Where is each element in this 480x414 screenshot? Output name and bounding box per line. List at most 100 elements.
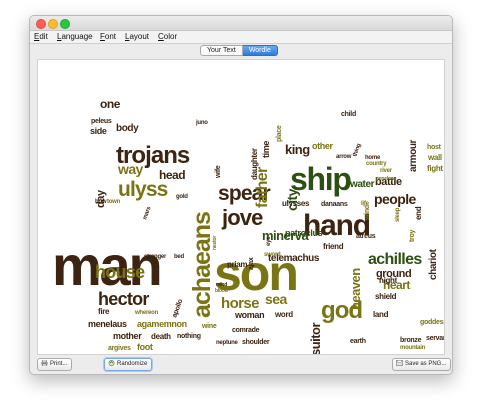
word-mother: mother [113,331,142,341]
word-daughter: daughter [250,148,259,180]
word-water: water [349,179,375,190]
word-foot: foot [137,342,153,352]
word-heart: heart [383,278,410,292]
word-word: word [274,310,293,319]
word-ulyss: ulyss [118,178,168,201]
zoom-window-button[interactable] [60,19,70,29]
word-stranger: stranger [144,254,167,260]
word-eye: eye [266,236,272,246]
minimize-window-button[interactable] [48,19,58,29]
word-body: body [116,123,139,134]
word-hector: hector [98,289,149,309]
menu-color[interactable]: Color [158,31,177,43]
word-town: town [107,199,121,205]
menu-font[interactable]: Font [100,31,116,43]
randomize-button-label: Randomize [117,361,148,367]
word-thing: thing [352,142,362,157]
word-king: king [285,142,310,157]
word-achaeans: achaeans [188,212,216,318]
word-mountain: mountain [400,345,426,351]
menu-font-mnemonic: F [100,32,105,41]
printer-icon [41,360,48,366]
word-ajax: ajax [248,257,255,270]
word-fight: fight [427,164,443,173]
word-land: land [373,310,389,319]
wordle-canvas: man son ship hand achaeans trojans ulyss spear j… [37,59,445,355]
word-day: day [95,189,107,208]
word-side: side [90,126,107,136]
randomize-button[interactable]: Randomize [104,358,153,371]
word-people: people [374,191,417,207]
word-apollo: apollo [171,298,184,318]
shuffle-icon [108,360,115,366]
word-bed: bed [174,254,185,260]
word-gold: gold [176,194,188,200]
view-tabs: Your Text Wordle [200,45,278,56]
word-son: son [214,245,297,301]
word-fire: fire [98,307,110,316]
word-shield: shield [375,292,397,301]
menu-edit-mnemonic: E [34,32,40,41]
word-argives: argives [108,345,131,352]
menu-color-rest: olor [163,32,178,41]
word-mars: mars [142,205,153,220]
menu-color-mnemonic: C [158,32,164,41]
word-ulysses: ulysses [282,199,310,208]
word-spear: spear [218,182,271,205]
word-atreus: atreus [356,233,376,240]
word-woman: woman [234,310,264,320]
menu-language-rest: anguage [61,32,93,41]
app-window: Edit Language Font Layout Color Your Tex… [29,15,453,375]
word-way: way [117,161,144,177]
word-city: city [284,188,300,211]
word-wall: wall [427,153,442,162]
word-ground: ground [376,268,411,280]
word-mind: mind [216,282,227,288]
tab-wordle[interactable]: Wordle [242,45,278,56]
word-one: one [100,97,121,111]
word-hand: hand [303,209,370,242]
word-servant: servant [426,335,444,342]
word-friend: friend [323,242,344,251]
menu-layout[interactable]: Layout [125,31,149,43]
menu-edit-rest: dit [39,32,48,41]
word-armour: armour [408,139,419,172]
word-peleus: peleus [91,118,112,125]
word-wind: wind [364,205,371,221]
print-button[interactable]: Print... [37,358,73,371]
menu-language[interactable]: Language [57,31,93,43]
print-button-label: Print... [50,361,68,367]
word-agamemnon: agamemnon [137,319,187,329]
word-penelope: penelope [376,176,397,182]
word-ship: ship [290,161,351,197]
word-trojans: trojans [116,142,190,169]
word-sleep: sleep [395,207,401,222]
save-as-png-button-label: Save as PNG... [405,361,447,367]
word-chariot: chariot [428,248,439,280]
word-host: host [427,144,442,151]
word-river: river [380,168,393,174]
bottom-toolbar: Print... Randomize Save as PNG... [30,355,452,374]
word-earth: earth [350,338,366,345]
menu-language-mnemonic: L [57,32,62,41]
word-life: life [361,201,370,207]
menu-font-rest: ont [104,32,117,41]
word-head: head [159,168,185,182]
title-bar [30,16,452,31]
word-priam: priam [227,260,247,269]
tab-your-text[interactable]: Your Text [200,45,243,56]
close-window-button[interactable] [36,19,46,29]
word-juno: juno [195,120,208,126]
save-as-png-button[interactable]: Save as PNG... [392,358,452,371]
word-god: god [321,297,362,324]
menu-edit[interactable]: Edit [34,31,48,43]
word-danaans: danaans [321,201,348,208]
word-comrade: comrade [232,327,260,334]
word-achilles: achilles [368,251,422,268]
word-country: country [366,161,387,167]
word-blood: blood [215,288,228,294]
word-bronze: bronze [400,337,422,344]
word-time: time [261,141,271,158]
word-other: other [312,141,334,151]
